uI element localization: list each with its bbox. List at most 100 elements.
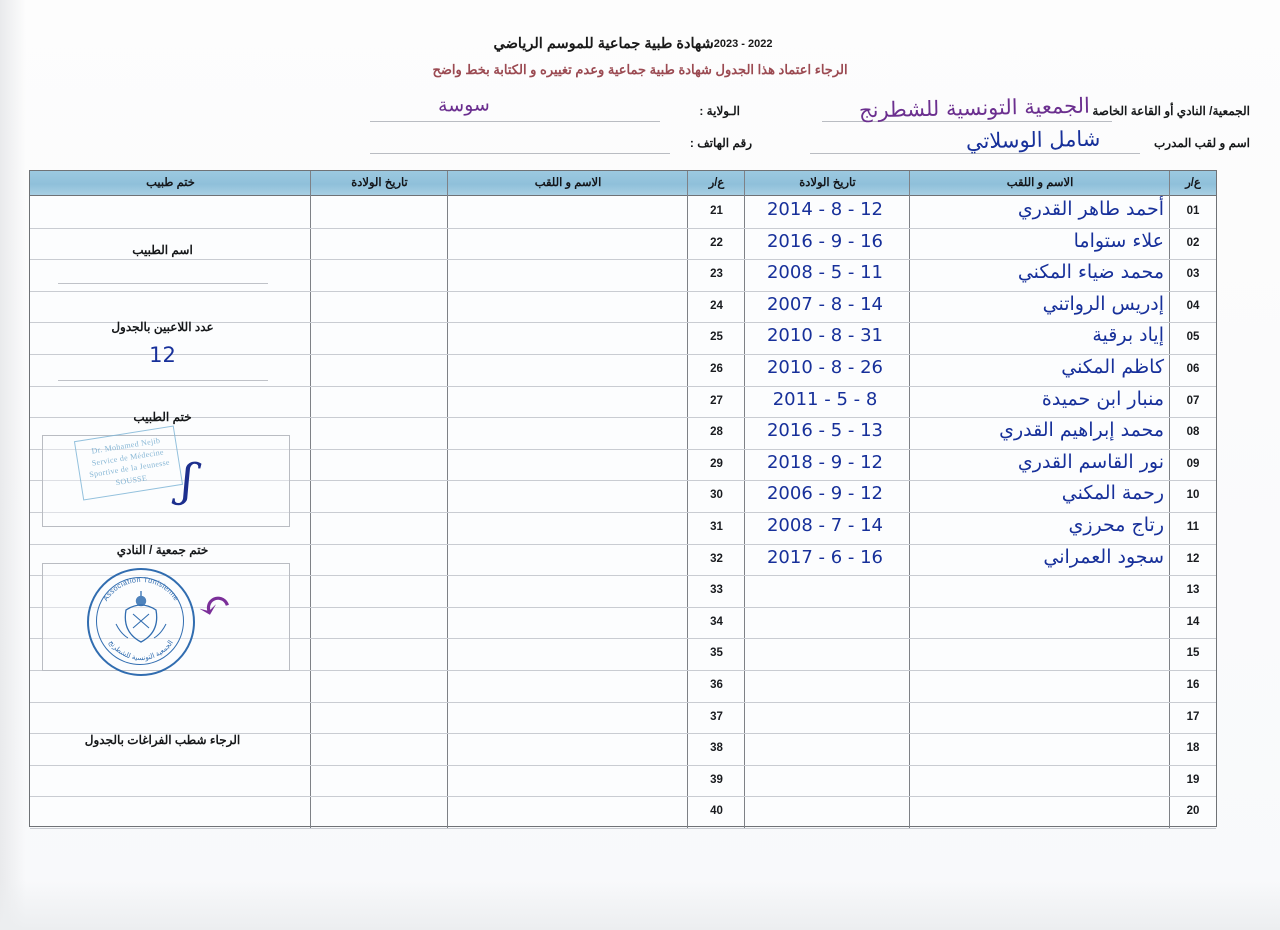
cell-dob-right[interactable]	[745, 796, 910, 827]
cell-dob-right[interactable]	[745, 259, 910, 290]
cell-dob-left[interactable]	[311, 354, 448, 385]
cell-name-right[interactable]	[910, 322, 1170, 353]
cell-doctor-stamp[interactable]	[30, 765, 311, 796]
cell-dob-left[interactable]	[311, 544, 448, 575]
cell-dob-left[interactable]	[311, 259, 448, 290]
cell-name-left[interactable]	[448, 638, 688, 669]
cell-name-right[interactable]	[910, 259, 1170, 290]
cell-dob-right[interactable]	[745, 733, 910, 764]
cell-name-left[interactable]	[448, 575, 688, 606]
cell-dob-left[interactable]	[311, 512, 448, 543]
cell-dob-left[interactable]	[311, 638, 448, 669]
cell-name-right[interactable]	[910, 575, 1170, 606]
cell-name-right[interactable]	[910, 386, 1170, 417]
trainer-input-rule[interactable]	[810, 153, 1140, 154]
cell-dob-right[interactable]	[745, 386, 910, 417]
cell-dob-right[interactable]	[745, 322, 910, 353]
cell-dob-right[interactable]	[745, 480, 910, 511]
cell-dob-right[interactable]	[745, 607, 910, 638]
cell-dob-left[interactable]	[311, 228, 448, 259]
cell-name-left[interactable]	[448, 733, 688, 764]
cell-dob-left[interactable]	[311, 196, 448, 227]
cell-name-right[interactable]	[910, 544, 1170, 575]
cell-name-right[interactable]	[910, 480, 1170, 511]
cell-name-left[interactable]	[448, 417, 688, 448]
cell-name-right[interactable]	[910, 354, 1170, 385]
cell-dob-right[interactable]	[745, 228, 910, 259]
cell-name-right[interactable]	[910, 702, 1170, 733]
header-dob-left: تاريخ الولادة	[351, 177, 408, 189]
cell-doctor-stamp[interactable]	[30, 670, 311, 701]
cell-name-left[interactable]	[448, 480, 688, 511]
cell-dob-left[interactable]	[311, 386, 448, 417]
governorate-input-rule[interactable]	[370, 121, 660, 122]
cell-dob-left[interactable]	[311, 702, 448, 733]
cell-name-right[interactable]	[910, 449, 1170, 480]
club-input-rule[interactable]	[822, 121, 1112, 122]
cell-dob-left[interactable]	[311, 449, 448, 480]
cell-name-left[interactable]	[448, 670, 688, 701]
cell-dob-right[interactable]	[745, 449, 910, 480]
player-count-value: 12	[149, 343, 176, 367]
cell-name-left[interactable]	[448, 765, 688, 796]
cell-doctor-stamp[interactable]	[30, 796, 311, 827]
cell-name-right[interactable]	[910, 638, 1170, 669]
player-count-rule[interactable]	[58, 380, 268, 381]
cell-name-left[interactable]	[448, 228, 688, 259]
row-index-left: 38	[710, 742, 723, 755]
cell-dob-left[interactable]	[311, 480, 448, 511]
cell-name-left[interactable]	[448, 291, 688, 322]
cell-dob-left[interactable]	[311, 322, 448, 353]
cell-dob-left[interactable]	[311, 733, 448, 764]
cell-name-left[interactable]	[448, 796, 688, 827]
cell-dob-right[interactable]	[745, 512, 910, 543]
cell-dob-left[interactable]	[311, 765, 448, 796]
doctor-name-rule[interactable]	[58, 283, 268, 284]
cell-name-left[interactable]	[448, 259, 688, 290]
cell-dob-left[interactable]	[311, 796, 448, 827]
cell-name-right[interactable]	[910, 607, 1170, 638]
cell-dob-right[interactable]	[745, 291, 910, 322]
cell-name-right[interactable]	[910, 796, 1170, 827]
cell-dob-left[interactable]	[311, 670, 448, 701]
cell-doctor-stamp[interactable]	[30, 259, 311, 290]
cell-dob-left[interactable]	[311, 575, 448, 606]
cell-dob-left[interactable]	[311, 607, 448, 638]
phone-input-rule[interactable]	[370, 153, 670, 154]
cell-dob-right[interactable]	[745, 702, 910, 733]
cell-name-right[interactable]	[910, 512, 1170, 543]
cell-dob-right[interactable]	[745, 670, 910, 701]
cell-doctor-stamp[interactable]	[30, 291, 311, 322]
cell-name-left[interactable]	[448, 607, 688, 638]
cell-name-left[interactable]	[448, 196, 688, 227]
cell-name-left[interactable]	[448, 544, 688, 575]
row-index-left: 28	[710, 426, 723, 439]
cell-name-right[interactable]	[910, 196, 1170, 227]
cell-doctor-stamp[interactable]	[30, 196, 311, 227]
cell-dob-left[interactable]	[311, 291, 448, 322]
cell-name-right[interactable]	[910, 228, 1170, 259]
cell-name-left[interactable]	[448, 512, 688, 543]
cell-dob-right[interactable]	[745, 638, 910, 669]
row-index-right: 17	[1186, 710, 1200, 723]
cell-name-right[interactable]	[910, 670, 1170, 701]
cell-name-left[interactable]	[448, 354, 688, 385]
cell-name-right[interactable]	[910, 291, 1170, 322]
header-index-right: ع/ر	[1185, 177, 1201, 189]
cell-doctor-stamp[interactable]	[30, 702, 311, 733]
cell-dob-right[interactable]	[745, 544, 910, 575]
cell-dob-right[interactable]	[745, 575, 910, 606]
cell-dob-right[interactable]	[745, 765, 910, 796]
cell-name-left[interactable]	[448, 322, 688, 353]
cell-dob-left[interactable]	[311, 417, 448, 448]
cell-dob-right[interactable]	[745, 196, 910, 227]
cell-name-right[interactable]	[910, 417, 1170, 448]
cell-name-left[interactable]	[448, 702, 688, 733]
doctor-stamp-box[interactable]	[42, 435, 290, 527]
cell-dob-right[interactable]	[745, 354, 910, 385]
cell-name-right[interactable]	[910, 765, 1170, 796]
cell-name-left[interactable]	[448, 386, 688, 417]
cell-name-right[interactable]	[910, 733, 1170, 764]
cell-dob-right[interactable]	[745, 417, 910, 448]
cell-name-left[interactable]	[448, 449, 688, 480]
